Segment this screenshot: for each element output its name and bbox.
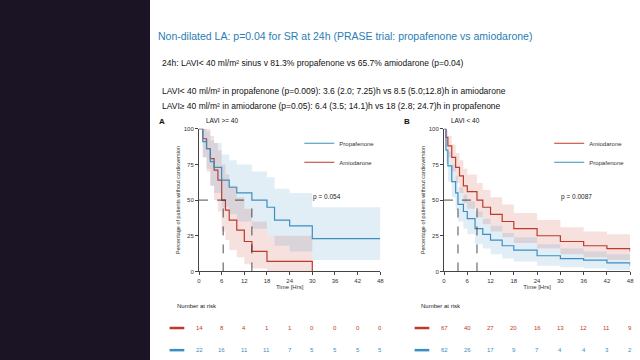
svg-text:Number at risk: Number at risk [421,303,461,309]
svg-text:Propafenone: Propafenone [339,141,374,147]
svg-text:LAVI >= 40: LAVI >= 40 [206,117,238,124]
svg-text:14: 14 [196,325,203,331]
svg-text:Amiodarone: Amiodarone [339,160,372,166]
svg-text:17: 17 [487,347,494,353]
svg-text:11: 11 [263,347,270,353]
svg-text:0: 0 [378,325,382,331]
svg-text:2: 2 [628,347,632,353]
svg-text:3: 3 [605,347,609,353]
svg-text:0: 0 [190,269,194,275]
svg-text:Percentage of patients without: Percentage of patients without cardiover… [420,146,426,254]
svg-text:50: 50 [432,197,439,203]
svg-text:B: B [404,117,410,126]
svg-text:62: 62 [441,347,448,353]
svg-text:6: 6 [466,278,470,284]
svg-text:24: 24 [534,278,541,284]
svg-text:0: 0 [310,325,314,331]
svg-text:48: 48 [377,278,384,284]
svg-text:36: 36 [580,278,587,284]
svg-text:18: 18 [264,278,271,284]
svg-text:5: 5 [356,347,360,353]
svg-text:16: 16 [534,325,541,331]
svg-text:22: 22 [196,347,203,353]
svg-text:4: 4 [582,347,586,353]
svg-text:5: 5 [333,347,337,353]
html-text:LAVI≥ 40 ml/m² in amiodarone (: LAVI≥ 40 ml/m² in amiodarone (p=0.05): 6… [162,101,501,111]
svg-text:13: 13 [557,325,564,331]
svg-text:Time [Hrs]: Time [Hrs] [276,284,304,290]
svg-text:24: 24 [286,278,293,284]
svg-text:0: 0 [333,325,337,331]
svg-text:12: 12 [580,325,587,331]
svg-text:26: 26 [464,347,471,353]
svg-text:A: A [159,117,165,126]
svg-text:9: 9 [512,347,516,353]
svg-text:7: 7 [288,347,292,353]
svg-text:Number at risk: Number at risk [177,303,217,309]
svg-text:100: 100 [429,126,440,132]
svg-text:36: 36 [332,278,339,284]
svg-text:100: 100 [184,126,195,132]
svg-text:50: 50 [187,197,194,203]
svg-text:1: 1 [265,325,269,331]
svg-text:4: 4 [242,325,246,331]
svg-text:16: 16 [218,347,225,353]
svg-text:5: 5 [378,347,382,353]
svg-text:42: 42 [354,278,361,284]
svg-text:Percentage of patients without: Percentage of patients without cardiover… [175,146,181,254]
svg-text:11: 11 [603,325,610,331]
svg-text:42: 42 [604,278,611,284]
svg-text:30: 30 [309,278,316,284]
svg-text:4: 4 [558,347,562,353]
svg-text:8: 8 [220,325,224,331]
svg-text:6: 6 [220,278,224,284]
svg-text:9: 9 [628,325,632,331]
svg-text:1: 1 [288,325,292,331]
svg-text:12: 12 [241,278,248,284]
svg-text:75: 75 [187,162,194,168]
html-text:Non-dilated LA: p=0.04 for SR: Non-dilated LA: p=0.04 for SR at 24h (PR… [158,30,533,42]
svg-text:12: 12 [487,278,494,284]
svg-text:5: 5 [310,347,314,353]
svg-text:0: 0 [356,325,360,331]
svg-text:48: 48 [627,278,634,284]
svg-text:30: 30 [557,278,564,284]
svg-text:75: 75 [432,162,439,168]
svg-text:Amiodarone: Amiodarone [589,141,622,147]
svg-text:0: 0 [197,278,201,284]
svg-text:40: 40 [464,325,471,331]
svg-text:25: 25 [187,233,194,239]
svg-text:Propafenone: Propafenone [589,160,624,166]
svg-text:p = 0.0087: p = 0.0087 [561,193,592,201]
html-text:24h: LAVI< 40 ml/m² sinus v 81: 24h: LAVI< 40 ml/m² sinus v 81.3% propaf… [162,58,464,68]
svg-text:11: 11 [241,347,248,353]
svg-text:67: 67 [441,325,448,331]
svg-text:0: 0 [435,269,439,275]
svg-text:18: 18 [510,278,517,284]
svg-text:0: 0 [442,278,446,284]
svg-text:25: 25 [432,233,439,239]
svg-text:7: 7 [535,347,539,353]
svg-text:p = 0.054: p = 0.054 [313,193,341,201]
svg-text:LAVI < 40: LAVI < 40 [451,117,480,124]
svg-text:20: 20 [510,325,517,331]
svg-text:Time [Hrs]: Time [Hrs] [523,284,551,290]
svg-text:27: 27 [487,325,494,331]
html-text:LAVI< 40 ml/m² in propafenone: LAVI< 40 ml/m² in propafenone (p=0.009):… [162,86,506,96]
